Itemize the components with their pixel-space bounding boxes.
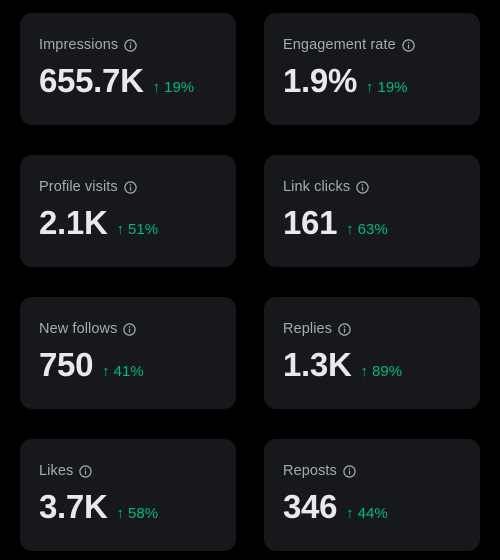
metric-delta: ↑ 19% (366, 79, 408, 96)
metric-label: Engagement rate (283, 37, 396, 53)
metric-label: Impressions (39, 37, 119, 53)
arrow-up-icon: ↑ (116, 505, 125, 522)
metric-label-row: Profile visits (39, 178, 218, 196)
metric-card-new-follows[interactable]: New follows 750 ↑ 41% (20, 297, 236, 409)
metric-label-row: Link clicks (283, 178, 462, 196)
metric-card-profile-visits[interactable]: Profile visits 2.1K ↑ 51% (20, 155, 236, 267)
metric-value-row: 346 ↑ 44% (283, 487, 462, 527)
metric-delta-value: 51% (128, 221, 159, 238)
metric-label-row: Reposts (283, 462, 462, 480)
arrow-up-icon: ↑ (116, 221, 125, 238)
metric-label-row: Replies (283, 320, 462, 338)
metric-value: 161 (283, 204, 338, 241)
info-icon[interactable] (402, 38, 415, 52)
info-icon[interactable] (124, 38, 137, 52)
metric-delta: ↑ 58% (117, 505, 159, 522)
metric-value: 1.9% (283, 62, 358, 99)
metric-label: Link clicks (283, 179, 351, 195)
metric-card-replies[interactable]: Replies 1.3K ↑ 89% (264, 297, 480, 409)
metric-card-engagement-rate[interactable]: Engagement rate 1.9% ↑ 19% (264, 13, 480, 125)
metric-value-row: 1.3K ↑ 89% (283, 345, 462, 385)
metric-label-row: New follows (39, 320, 218, 338)
info-icon[interactable] (338, 322, 351, 336)
metric-label-row: Impressions (39, 36, 218, 54)
metric-delta: ↑ 51% (117, 221, 159, 238)
metric-value: 2.1K (39, 204, 108, 241)
metric-label: Replies (283, 321, 333, 337)
info-icon[interactable] (79, 464, 93, 478)
metric-delta-value: 58% (128, 505, 159, 522)
metric-delta-value: 63% (357, 221, 388, 238)
metric-value: 346 (283, 488, 338, 525)
metric-value-row: 1.9% ↑ 19% (283, 61, 462, 101)
metrics-grid: Impressions 655.7K ↑ 19% Engagement rate… (20, 13, 480, 551)
arrow-up-icon: ↑ (102, 363, 110, 380)
metric-card-impressions[interactable]: Impressions 655.7K ↑ 19% (20, 13, 236, 125)
metric-value: 750 (39, 346, 94, 383)
info-icon[interactable] (123, 322, 137, 336)
metric-label: Profile visits (39, 179, 118, 195)
metric-value-row: 655.7K ↑ 19% (39, 61, 218, 101)
metric-value: 655.7K (39, 62, 144, 99)
metric-delta-value: 19% (377, 79, 408, 96)
arrow-up-icon: ↑ (346, 505, 354, 522)
metric-value-row: 3.7K ↑ 58% (39, 487, 218, 527)
metric-value-row: 161 ↑ 63% (283, 203, 462, 243)
metric-delta-value: 44% (357, 505, 388, 522)
metric-value: 3.7K (39, 488, 108, 525)
metric-label: Likes (39, 463, 74, 479)
arrow-up-icon: ↑ (366, 79, 374, 96)
metric-delta-value: 19% (164, 79, 195, 96)
metric-label-row: Engagement rate (283, 36, 462, 54)
info-icon[interactable] (356, 180, 369, 194)
metric-delta: ↑ 44% (346, 505, 388, 522)
info-icon[interactable] (124, 180, 137, 194)
metric-delta-value: 41% (113, 363, 144, 380)
arrow-up-icon: ↑ (346, 221, 354, 238)
metric-card-likes[interactable]: Likes 3.7K ↑ 58% (20, 439, 236, 551)
metric-delta: ↑ 89% (361, 363, 403, 380)
metric-value-row: 750 ↑ 41% (39, 345, 218, 385)
metric-label: Reposts (283, 463, 337, 479)
metric-delta: ↑ 19% (153, 79, 195, 96)
metric-delta-value: 89% (372, 363, 403, 380)
metric-label-row: Likes (39, 462, 218, 480)
info-icon[interactable] (343, 464, 356, 478)
arrow-up-icon: ↑ (152, 79, 161, 96)
arrow-up-icon: ↑ (360, 363, 369, 380)
metric-label: New follows (39, 321, 118, 337)
metric-value: 1.3K (283, 346, 352, 383)
metric-delta: ↑ 41% (102, 363, 144, 380)
metric-card-reposts[interactable]: Reposts 346 ↑ 44% (264, 439, 480, 551)
metric-value-row: 2.1K ↑ 51% (39, 203, 218, 243)
metric-delta: ↑ 63% (346, 221, 388, 238)
metric-card-link-clicks[interactable]: Link clicks 161 ↑ 63% (264, 155, 480, 267)
